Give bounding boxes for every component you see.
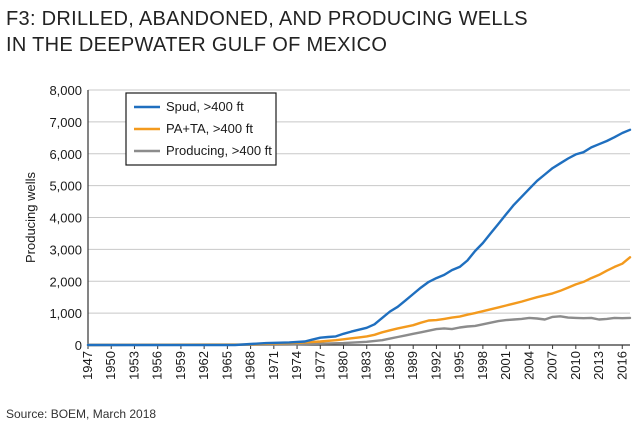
x-tick-label: 1980 bbox=[336, 351, 351, 380]
x-tick-label: 1998 bbox=[475, 351, 490, 380]
x-tick-label: 1965 bbox=[219, 351, 234, 380]
x-tick-label: 1974 bbox=[289, 351, 304, 380]
x-tick-label: 1947 bbox=[80, 351, 95, 380]
x-tick-label: 1977 bbox=[312, 351, 327, 380]
y-tick-label: 6,000 bbox=[49, 147, 82, 162]
y-tick-label: 5,000 bbox=[49, 179, 82, 194]
y-tick-label: 3,000 bbox=[49, 242, 82, 257]
source-note: Source: BOEM, March 2018 bbox=[6, 407, 156, 421]
x-tick-label: 1962 bbox=[196, 351, 211, 380]
x-tick-label: 1971 bbox=[266, 351, 281, 380]
x-tick-label: 2001 bbox=[498, 351, 513, 380]
legend-label: Producing, >400 ft bbox=[166, 143, 272, 158]
y-axis-title: Producing wells bbox=[23, 171, 38, 263]
line-chart: 0 1,000 2,000 3,000 4,000 5,000 6,000 7,000 8,00… bbox=[0, 0, 640, 428]
legend: Spud, >400 ft PA+TA, >400 ft Producing, >4… bbox=[126, 93, 276, 165]
y-tick-label: 2,000 bbox=[49, 274, 82, 289]
y-tick-label: 0 bbox=[75, 338, 82, 353]
x-tick-label: 1983 bbox=[359, 351, 374, 380]
legend-label: PA+TA, >400 ft bbox=[166, 121, 253, 136]
x-tick-label: 1995 bbox=[452, 351, 467, 380]
x-tick-label: 1950 bbox=[103, 351, 118, 380]
legend-label: Spud, >400 ft bbox=[166, 99, 244, 114]
x-tick-label: 1953 bbox=[126, 351, 141, 380]
y-tick-label: 1,000 bbox=[49, 306, 82, 321]
y-tick-label: 4,000 bbox=[49, 211, 82, 226]
x-tick-label: 1989 bbox=[405, 351, 420, 380]
x-tick-label: 1956 bbox=[150, 351, 165, 380]
x-tick-label: 2004 bbox=[521, 351, 536, 380]
x-tick-label: 2010 bbox=[568, 351, 583, 380]
series-line-2 bbox=[88, 257, 630, 345]
x-tick-label: 1968 bbox=[243, 351, 258, 380]
y-tick-labels: 0 1,000 2,000 3,000 4,000 5,000 6,000 7,000 8,00… bbox=[49, 83, 82, 353]
x-tick-label: 1992 bbox=[428, 351, 443, 380]
x-tick-label: 2007 bbox=[545, 351, 560, 380]
x-tick-labels: 1947 1950 1953 1956 1959 1962 1965 1968 1971 1974… bbox=[80, 345, 629, 380]
x-tick-label: 1986 bbox=[382, 351, 397, 380]
y-tick-label: 7,000 bbox=[49, 115, 82, 130]
x-tick-label: 2013 bbox=[591, 351, 606, 380]
x-tick-label: 1959 bbox=[173, 351, 188, 380]
x-tick-label: 2016 bbox=[614, 351, 629, 380]
y-tick-label: 8,000 bbox=[49, 83, 82, 98]
